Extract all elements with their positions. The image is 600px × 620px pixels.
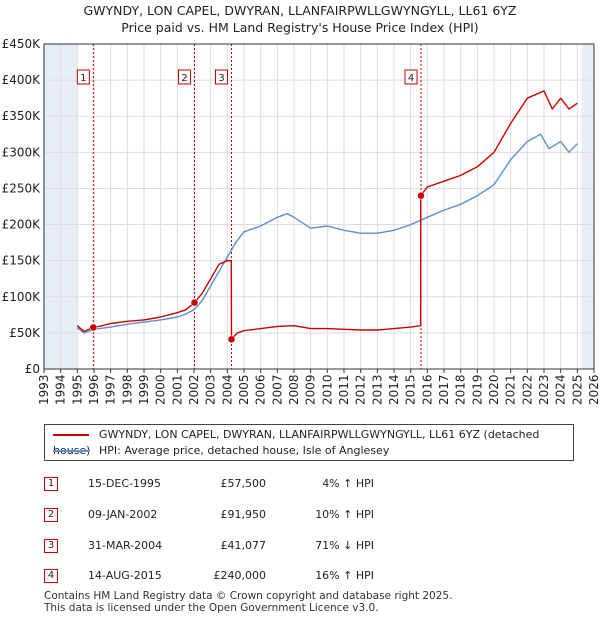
table-row: 1 15-DEC-1995 £57,500 4% ↑ HPI [44,474,464,492]
sale-marker [417,191,425,200]
row-number-badge: 1 [44,477,58,491]
x-tick-label: 2013 [370,374,384,405]
sale-number-label: 4 [408,73,414,84]
row-price: £240,000 [213,569,267,582]
legend-hpi-label: HPI: Average price, detached house, Isle… [99,444,390,457]
row-price: £41,077 [220,539,267,552]
x-tick-label: 2005 [237,374,251,405]
x-tick-label: 2012 [354,374,368,405]
sale-number-box [178,69,191,85]
y-tick-label: £50K [9,326,41,340]
row-hpi: 71% ↓ HPI [315,539,374,552]
legend-price-line [53,434,89,436]
sale-number-box [76,69,90,85]
x-tick-label: 2022 [520,374,534,405]
x-tick-label: 1993 [37,374,51,405]
y-tick-label: £400K [2,73,42,87]
x-tick-label: 1999 [137,374,151,405]
row-number-badge: 4 [44,569,58,583]
row-date: 14-AUG-2015 [88,569,162,582]
table-row: 2 09-JAN-2002 £91,950 10% ↑ HPI [44,505,464,523]
price-chart: £0 £50K £100K £150K £200K £250K £300K £350K £400… [2,37,600,405]
sale-marker [89,323,98,332]
y-tick-label: £150K [2,254,42,268]
sale-marker [190,298,199,307]
row-number-badge: 2 [44,508,58,522]
x-tick-label: 2025 [570,374,584,405]
chart-title: GWYNDY, LON CAPEL, DWYRAN, LLANFAIRPWLLG… [0,2,600,36]
x-tick-label: 2021 [504,374,518,405]
x-tick-label: 2010 [320,374,334,405]
row-date: 15-DEC-1995 [88,477,162,490]
x-tick-label: 2007 [270,374,284,405]
title-line-1: GWYNDY, LON CAPEL, DWYRAN, LLANFAIRPWLLG… [83,3,517,18]
x-tick-label: 1997 [104,374,118,405]
x-tick-label: 1996 [87,374,101,405]
row-date: 09-JAN-2002 [88,508,158,521]
y-tick-label: £300K [2,145,42,159]
x-tick-label: 2001 [170,374,184,405]
legend-hpi-line [53,450,89,452]
x-tick-label: 2020 [487,374,501,405]
table-row: 3 31-MAR-2004 £41,077 71% ↓ HPI [44,536,464,554]
row-hpi: 16% ↑ HPI [315,569,374,582]
footer-copyright: Contains HM Land Registry data © Crown c… [44,590,453,602]
hpi-series-line [76,133,578,334]
legend-item-hpi: HPI: Average price, detached house, Isle… [53,443,389,459]
x-tick-label: 2004 [220,374,234,405]
legend-item-price: GWYNDY, LON CAPEL, DWYRAN, LLANFAIRPWLLG… [53,427,573,457]
x-tick-label: 2006 [254,374,268,405]
y-tick-label: £0 [25,362,40,376]
x-tick-label: 2016 [420,374,434,405]
x-tick-label: 2003 [204,374,218,405]
x-tick-label: 2008 [287,374,301,405]
sale-number-box [215,69,228,85]
sale-number-label: 3 [218,73,224,84]
row-date: 31-MAR-2004 [88,539,163,552]
y-tick-label: £200K [2,218,42,232]
x-tick-label: 2023 [537,374,551,405]
post-data-shade [581,44,594,369]
x-tick-label: 2015 [404,374,418,405]
sale-number-label: 2 [181,73,187,84]
sale-number-box [404,69,418,85]
y-tick-label: £100K [2,290,42,304]
plot-frame [43,43,595,370]
x-tick-label: 2026 [587,374,600,405]
x-tick-label: 2011 [337,374,351,405]
x-tick-label: 2024 [554,374,568,405]
y-tick-label: £250K [2,181,42,195]
row-price: £57,500 [220,477,267,490]
y-tick-label: £350K [2,109,42,123]
x-tick-label: 2000 [154,374,168,405]
sale-number-label: 1 [80,73,86,84]
row-hpi: 10% ↑ HPI [315,508,374,521]
x-tick-label: 2017 [437,374,451,405]
x-tick-label: 2019 [470,374,484,405]
row-price: £91,950 [220,508,267,521]
x-tick-label: 1994 [54,374,68,405]
title-line-2: Price paid vs. HM Land Registry's House … [121,20,479,35]
sale-marker [227,335,236,344]
x-tick-label: 1998 [120,374,134,405]
table-row: 4 14-AUG-2015 £240,000 16% ↑ HPI [44,566,464,584]
row-hpi: 4% ↑ HPI [322,477,374,490]
footer: Contains HM Land Registry data © Crown c… [44,590,452,614]
x-tick-label: 1995 [70,374,84,405]
x-tick-label: 2009 [304,374,318,405]
row-number-badge: 3 [44,539,58,553]
y-tick-label: £450K [2,37,42,51]
footer-licence: This data is licensed under the Open Gov… [44,602,379,614]
x-tick-label: 2018 [454,374,468,405]
legend: GWYNDY, LON CAPEL, DWYRAN, LLANFAIRPWLLG… [44,424,574,461]
x-tick-label: 2002 [187,374,201,405]
x-tick-label: 2014 [387,374,401,405]
price-series-line [76,90,578,340]
